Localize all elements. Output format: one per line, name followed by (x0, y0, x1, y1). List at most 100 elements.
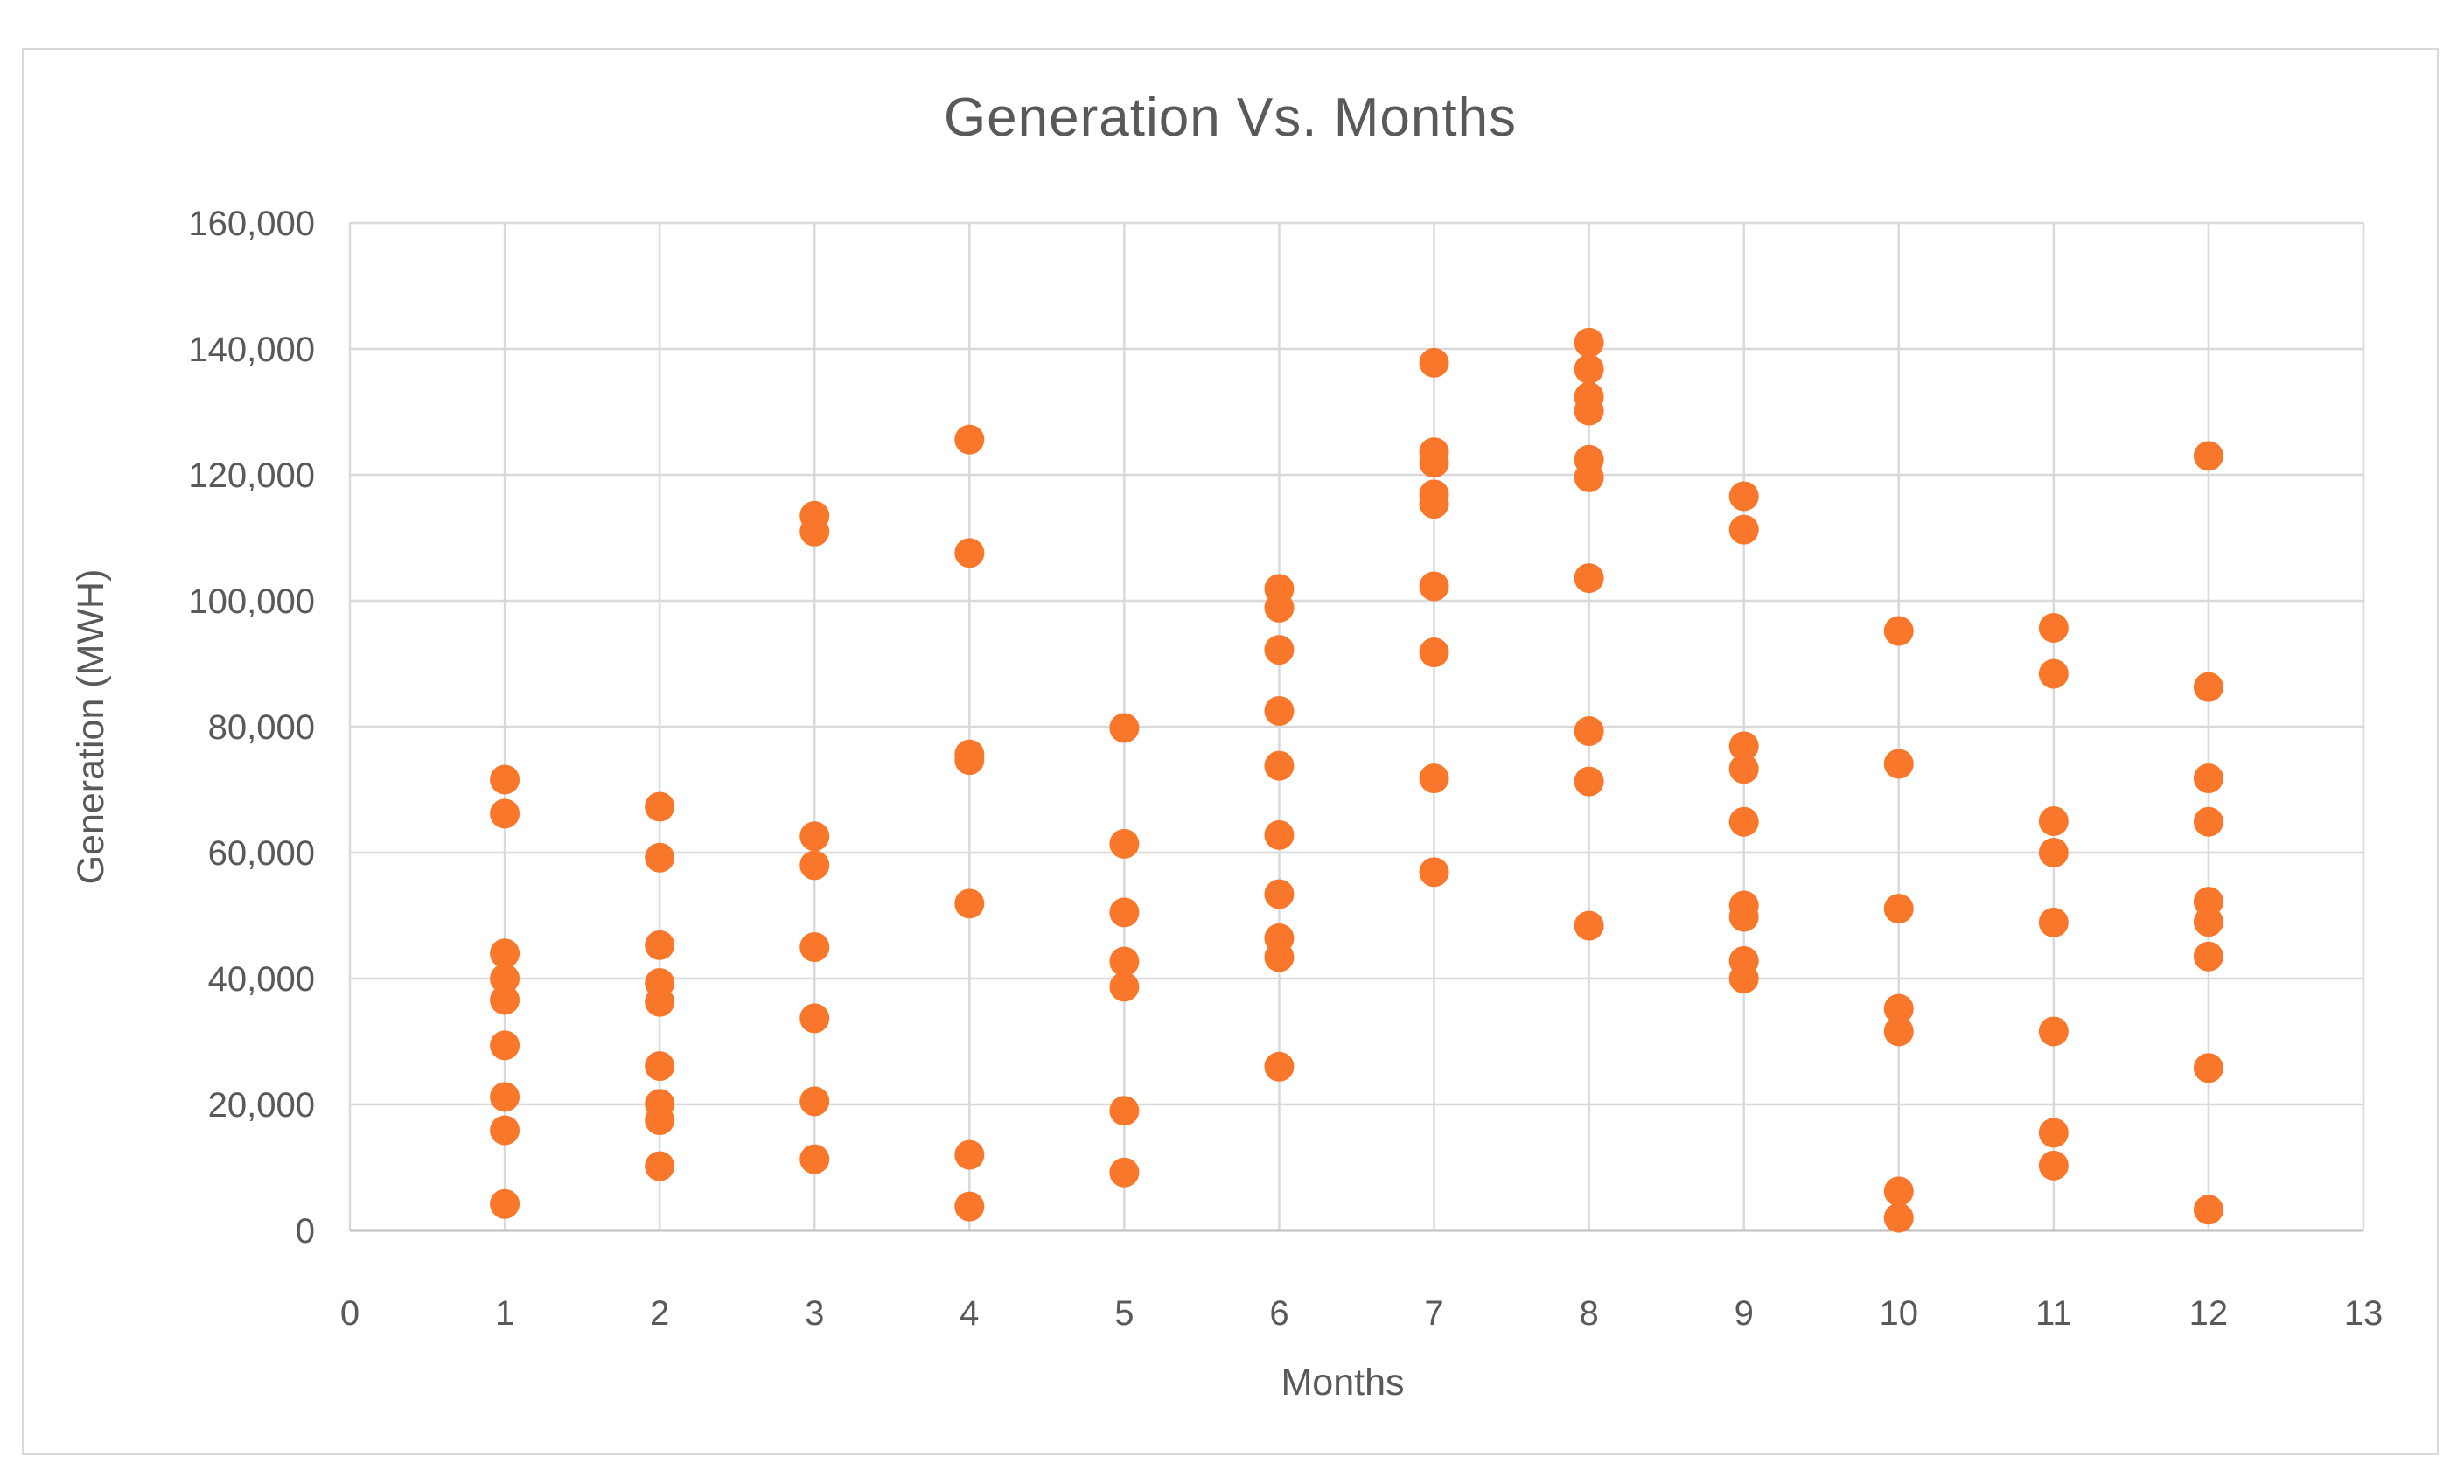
data-point (1728, 964, 1759, 993)
data-point (1574, 395, 1604, 426)
data-point (2193, 1053, 2223, 1083)
data-point (1419, 763, 1449, 794)
data-point (1574, 354, 1604, 385)
data-point (2193, 763, 2223, 794)
y-tick-label: 100,000 (188, 582, 315, 621)
chart-frame: Generation Vs. Months (22, 48, 2439, 1455)
data-point (490, 985, 520, 1015)
data-point (2038, 1118, 2069, 1148)
data-point (490, 1115, 520, 1146)
y-tick-labels: 0 20,000 40,000 60,000 80,000 100,000 120,000 1… (188, 205, 315, 1251)
data-point (1109, 1096, 1140, 1126)
data-point (1264, 635, 1295, 665)
data-point (1264, 750, 1295, 781)
data-point (1728, 902, 1759, 932)
y-tick-label: 20,000 (208, 1086, 315, 1125)
data-point (1109, 972, 1140, 1002)
data-point (954, 1191, 985, 1222)
data-point (1574, 716, 1604, 747)
data-point (1419, 637, 1449, 668)
data-point (490, 764, 520, 795)
data-point (2038, 907, 2069, 937)
data-point (2193, 806, 2223, 837)
data-point (1109, 713, 1140, 743)
x-tick-label: 3 (805, 1294, 824, 1333)
data-point (1574, 563, 1604, 594)
data-point (490, 1188, 520, 1219)
data-point (1883, 749, 1914, 779)
data-point (2193, 941, 2223, 972)
data-point (645, 842, 675, 873)
x-tick-label: 10 (1880, 1294, 1919, 1333)
data-point (1109, 946, 1140, 977)
data-point (2193, 672, 2223, 702)
data-point (1728, 731, 1759, 762)
x-tick-label: 7 (1424, 1294, 1443, 1333)
y-tick-label: 80,000 (208, 708, 315, 747)
data-point (490, 798, 520, 829)
data-point (1419, 489, 1449, 519)
y-tick-label: 40,000 (208, 960, 315, 999)
data-point (2038, 612, 2069, 643)
data-point (1728, 481, 1759, 512)
data-point (1574, 910, 1604, 941)
chart-title: Generation Vs. Months (943, 87, 1518, 148)
data-point (1264, 1051, 1295, 1082)
data-point (490, 938, 520, 969)
data-point (1883, 1016, 1914, 1047)
data-point (1264, 879, 1295, 909)
data-point (1264, 819, 1295, 850)
x-tick-label: 13 (2344, 1294, 2384, 1333)
y-gridlines (350, 221, 2363, 1232)
data-point (799, 516, 830, 547)
data-point (1728, 754, 1759, 784)
data-point (1574, 462, 1604, 492)
data-point (799, 1086, 830, 1117)
data-point (2038, 806, 2069, 836)
data-point (799, 932, 830, 962)
data-point (645, 1151, 675, 1181)
data-point (954, 745, 985, 776)
data-point (645, 1051, 675, 1082)
x-tick-label: 12 (2189, 1294, 2229, 1333)
data-point (954, 888, 985, 919)
data-point (645, 930, 675, 960)
data-point (1883, 993, 1914, 1024)
x-tick-labels: 0 1 2 3 4 5 6 7 8 9 10 11 12 13 (340, 1294, 2383, 1333)
data-point (2193, 1195, 2223, 1225)
x-tick-label: 0 (340, 1294, 359, 1333)
x-tick-label: 4 (960, 1294, 979, 1333)
data-point (1883, 894, 1914, 924)
x-tick-label: 2 (650, 1294, 669, 1333)
data-point (954, 538, 985, 568)
data-point (490, 1082, 520, 1112)
data-point (1574, 766, 1604, 797)
data-point (2038, 1150, 2069, 1181)
x-axis-title: Months (1281, 1362, 1404, 1404)
data-point (1883, 1176, 1914, 1207)
data-point (1728, 806, 1759, 837)
x-tick-label: 11 (2035, 1294, 2072, 1333)
x-tick-label: 5 (1114, 1294, 1134, 1333)
data-point (2038, 1016, 2069, 1047)
data-points (490, 327, 2223, 1233)
data-point (2193, 441, 2223, 471)
data-point (1109, 1157, 1140, 1188)
data-point (1109, 828, 1140, 859)
data-point (1419, 448, 1449, 478)
data-point (2038, 658, 2069, 689)
data-point (799, 1003, 830, 1034)
data-point (1264, 942, 1295, 972)
data-point (645, 1105, 675, 1135)
data-point (799, 1144, 830, 1174)
data-point (799, 821, 830, 852)
data-point (645, 791, 675, 822)
data-point (1264, 696, 1295, 726)
x-tick-label: 6 (1269, 1294, 1288, 1333)
data-point (1728, 514, 1759, 545)
data-point (1574, 327, 1604, 358)
y-tick-label: 0 (296, 1212, 315, 1251)
data-point (2038, 838, 2069, 867)
data-point (799, 850, 830, 881)
y-tick-label: 140,000 (188, 331, 315, 369)
